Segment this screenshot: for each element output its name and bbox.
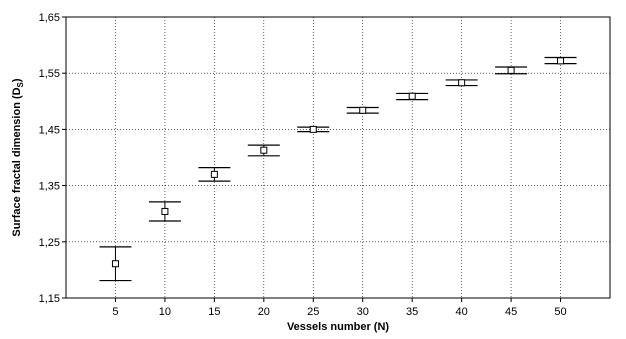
data-point-marker: [309, 125, 317, 133]
x-tick-label: 45: [505, 306, 517, 318]
y-axis-label-close: ): [11, 78, 23, 82]
y-tick-label: 1,35: [39, 181, 60, 193]
data-point-group: [396, 92, 429, 101]
ticks-layer: 5 10 15 20 25 30 35 40 45 50 1,15 1,25 1,35 1,45 1,55 1…: [39, 12, 567, 318]
data-point-marker: [111, 260, 119, 268]
data-point-marker: [408, 92, 416, 100]
x-tick-label: 25: [307, 306, 319, 318]
x-tick-label: 15: [208, 306, 220, 318]
data-point-marker: [161, 207, 169, 215]
y-tick-label: 1,65: [39, 12, 60, 24]
data-point-group: [148, 201, 181, 222]
grid-layer: [66, 16, 610, 299]
points-layer: [99, 56, 577, 282]
x-tick-label: 5: [112, 306, 118, 318]
plot-frame: [65, 16, 611, 299]
x-tick-label: 10: [159, 306, 171, 318]
data-point-group: [198, 167, 231, 182]
data-point-group: [297, 125, 330, 133]
data-point-group: [346, 106, 379, 114]
y-axis-label-subscript: S: [16, 81, 25, 87]
x-tick-label: 35: [406, 306, 418, 318]
x-axis-label: Vessels number (N): [287, 321, 389, 333]
x-tick-label: 50: [554, 306, 566, 318]
data-point-marker: [260, 146, 268, 154]
data-point-marker: [359, 106, 367, 114]
y-axis-label: Surface fractal dimension (DS): [11, 78, 25, 237]
y-tick-label: 1,45: [39, 124, 60, 136]
y-tick-label: 1,25: [39, 237, 60, 249]
y-tick-label: 1,15: [39, 293, 60, 305]
data-point-marker: [458, 79, 466, 87]
data-point-group: [99, 246, 132, 282]
x-tick-label: 30: [357, 306, 369, 318]
data-point-group: [544, 56, 577, 65]
data-point-group: [445, 79, 478, 87]
x-tick-label: 20: [258, 306, 270, 318]
y-tick-label: 1,55: [39, 68, 60, 80]
data-point-marker: [507, 66, 515, 74]
y-axis-label-main: Surface fractal dimension (D: [11, 87, 23, 236]
data-point-marker: [210, 170, 218, 178]
data-point-group: [247, 144, 280, 157]
data-point-group: [495, 66, 528, 75]
x-tick-label: 40: [456, 306, 468, 318]
data-point-marker: [557, 57, 565, 65]
